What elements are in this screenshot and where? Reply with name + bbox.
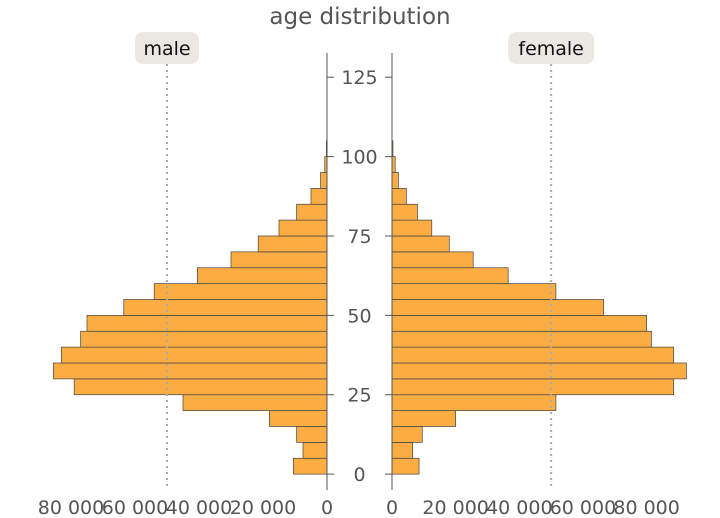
female-x-tick-label: 20 000 [422, 497, 488, 518]
female-bar-10 [391, 299, 605, 316]
male-bar-7 [61, 346, 328, 364]
male-bar-18 [320, 172, 328, 189]
male-bar-6 [53, 362, 328, 380]
male-bar-16 [296, 203, 328, 221]
female-bar-14 [391, 235, 450, 253]
male-bar-3 [269, 410, 328, 427]
male-bar-4 [182, 394, 328, 411]
male-label-badge [135, 32, 199, 64]
male-x-tick-label: 0 [321, 497, 333, 518]
age-tick-label: 75 [347, 226, 371, 248]
female-bar-8 [391, 330, 652, 348]
female-bar-6 [391, 362, 687, 380]
male-bar-0 [293, 457, 328, 475]
age-tick-label: 50 [347, 305, 371, 327]
female-bar-2 [391, 426, 423, 443]
age-tick-label: 0 [353, 464, 365, 486]
male-x-tick-label: 60 000 [102, 497, 168, 518]
chart-title: age distribution [269, 4, 450, 30]
female-bar-7 [391, 346, 675, 364]
male-bar-13 [230, 251, 328, 269]
age-tick-label: 25 [347, 385, 371, 407]
female-bar-12 [391, 267, 509, 284]
male-x-tick-label: 40 000 [166, 497, 232, 518]
female-bar-18 [391, 172, 399, 189]
male-label: male [143, 38, 190, 60]
female-bar-3 [391, 410, 457, 427]
female-x-tick-label: 60 000 [550, 497, 616, 518]
female-x-tick-label: 80 000 [613, 497, 679, 518]
female-bar-13 [391, 251, 474, 269]
male-bar-14 [257, 235, 328, 253]
female-x-tick-label: 0 [386, 497, 398, 518]
male-bar-9 [86, 315, 328, 332]
male-x-tick-label: 20 000 [230, 497, 296, 518]
female-x-tick-label: 40 000 [486, 497, 552, 518]
female-bar-15 [391, 219, 433, 237]
female-bar-0 [391, 457, 420, 475]
male-bar-1 [302, 442, 328, 459]
female-label: female [518, 38, 584, 60]
female-bar-17 [391, 188, 407, 205]
male-bar-5 [73, 378, 328, 396]
male-bar-8 [80, 330, 328, 348]
male-bar-17 [310, 188, 328, 205]
female-bar-9 [391, 315, 647, 332]
male-bar-10 [123, 299, 328, 316]
female-bar-16 [391, 203, 418, 221]
age-tick-label: 125 [341, 67, 377, 89]
male-bar-11 [153, 283, 328, 300]
age-axis: 0 25 50 75 100 125 [327, 67, 392, 486]
female-bar-5 [391, 378, 675, 396]
female-bar-11 [391, 283, 557, 300]
female-bar-4 [391, 394, 557, 411]
male-bar-2 [296, 426, 328, 443]
age-tick-label: 100 [341, 147, 377, 169]
female-label-badge [508, 32, 595, 64]
male-bar-15 [278, 219, 328, 237]
female-bar-1 [391, 442, 414, 459]
male-x-tick-label: 80 000 [38, 497, 104, 518]
male-bar-12 [197, 267, 328, 284]
